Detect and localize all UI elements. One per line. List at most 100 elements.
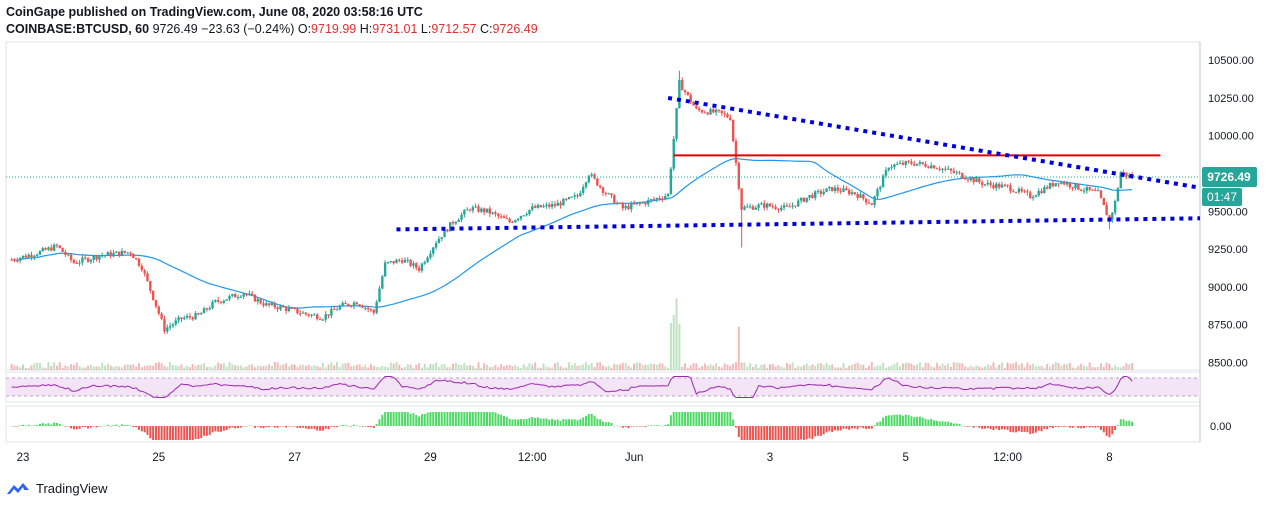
histogram-bar [1023, 426, 1026, 432]
volume-bar [330, 362, 333, 370]
volume-bar [98, 366, 101, 370]
candle-body [672, 138, 675, 169]
candle-body [771, 206, 774, 208]
histogram-bar [279, 426, 282, 427]
high-value: 9731.01 [372, 22, 418, 36]
volume-bar [862, 364, 865, 370]
histogram-bar [746, 426, 749, 440]
volume-bar [211, 367, 214, 370]
volume-bar [1074, 367, 1077, 370]
candle-body [1026, 191, 1029, 193]
candle-body [703, 112, 707, 114]
candle-body [166, 327, 169, 332]
histogram-bar [904, 414, 907, 426]
histogram-bar [89, 426, 92, 428]
histogram-bar [446, 412, 449, 426]
histogram-bar [420, 414, 423, 426]
candle-body [924, 163, 927, 167]
histogram-bar [415, 415, 418, 426]
candle-body [242, 293, 245, 297]
tradingview-footer[interactable]: TradingView [6, 480, 108, 496]
candle-body [958, 172, 961, 174]
volume-bar [831, 364, 834, 370]
candle-body [44, 248, 47, 250]
candle-body [262, 303, 265, 306]
candle-body [327, 314, 330, 316]
candle-body [1071, 187, 1074, 189]
candle-body [403, 259, 407, 263]
histogram-bar [918, 416, 921, 426]
volume-bar [1080, 363, 1083, 370]
histogram-bar [454, 412, 457, 426]
histogram-bar [324, 426, 327, 429]
candle-body [850, 192, 854, 195]
volume-bar [381, 366, 384, 370]
candle-body [106, 252, 110, 256]
volume-bar [785, 363, 788, 370]
volume-bar [720, 367, 723, 370]
candle-body [395, 259, 398, 264]
candle-body [839, 190, 842, 192]
histogram-bar [1077, 426, 1080, 429]
candle-body [864, 198, 868, 203]
candle-body [366, 307, 370, 310]
histogram-bar [203, 426, 206, 436]
candle-body [717, 109, 721, 111]
volume-bar [21, 365, 24, 370]
volume-bar [81, 367, 84, 370]
volume-bar [695, 363, 698, 370]
candle-body [352, 302, 356, 307]
countdown-label: 01:47 [1207, 190, 1237, 204]
histogram-bar [604, 422, 607, 426]
volume-bar [910, 363, 913, 370]
histogram-bar [84, 426, 87, 428]
histogram-bar [684, 412, 687, 426]
volume-bar [802, 365, 805, 370]
candle-body [64, 251, 67, 255]
volume-bar [327, 364, 330, 370]
histogram-bar [774, 426, 777, 440]
histogram-bar [972, 426, 975, 428]
candle-body [120, 251, 124, 256]
histogram-bar [723, 412, 726, 426]
candle-body [856, 193, 859, 198]
volume-bar [494, 365, 497, 370]
histogram-bar [361, 426, 364, 427]
histogram-bar [157, 426, 160, 440]
volume-bar [768, 365, 771, 370]
volume-bar [579, 365, 582, 370]
volume-bar [137, 363, 140, 370]
volume-bar [78, 366, 81, 370]
candle-body [24, 255, 28, 258]
histogram-bar [273, 426, 276, 428]
candle-body [355, 302, 359, 305]
volume-bar [794, 367, 797, 370]
candle-body [870, 203, 873, 205]
volume-bar [200, 364, 203, 370]
candle-body [548, 204, 551, 207]
volume-bar [811, 364, 814, 370]
histogram-bar [579, 419, 582, 426]
candle-body [245, 293, 248, 295]
candle-body [202, 308, 206, 314]
volume-bar [276, 362, 279, 370]
histogram-bar [70, 426, 73, 429]
histogram-bar [154, 426, 157, 440]
volume-bar [856, 362, 859, 370]
volume-bar [534, 362, 537, 370]
candle-body [151, 290, 155, 300]
histogram-bar [485, 412, 488, 426]
histogram-bar [935, 420, 938, 426]
histogram-bar [568, 419, 571, 426]
volume-bar [1063, 364, 1066, 370]
histogram-bar [171, 426, 174, 440]
volume-bar [511, 366, 514, 370]
histogram-bar [435, 412, 438, 426]
volume-bar [1054, 362, 1057, 370]
volume-bar [882, 362, 885, 370]
histogram-bar [460, 412, 463, 426]
volume-bar [576, 365, 579, 370]
candle-body [383, 262, 387, 277]
histogram-bar [517, 419, 520, 426]
